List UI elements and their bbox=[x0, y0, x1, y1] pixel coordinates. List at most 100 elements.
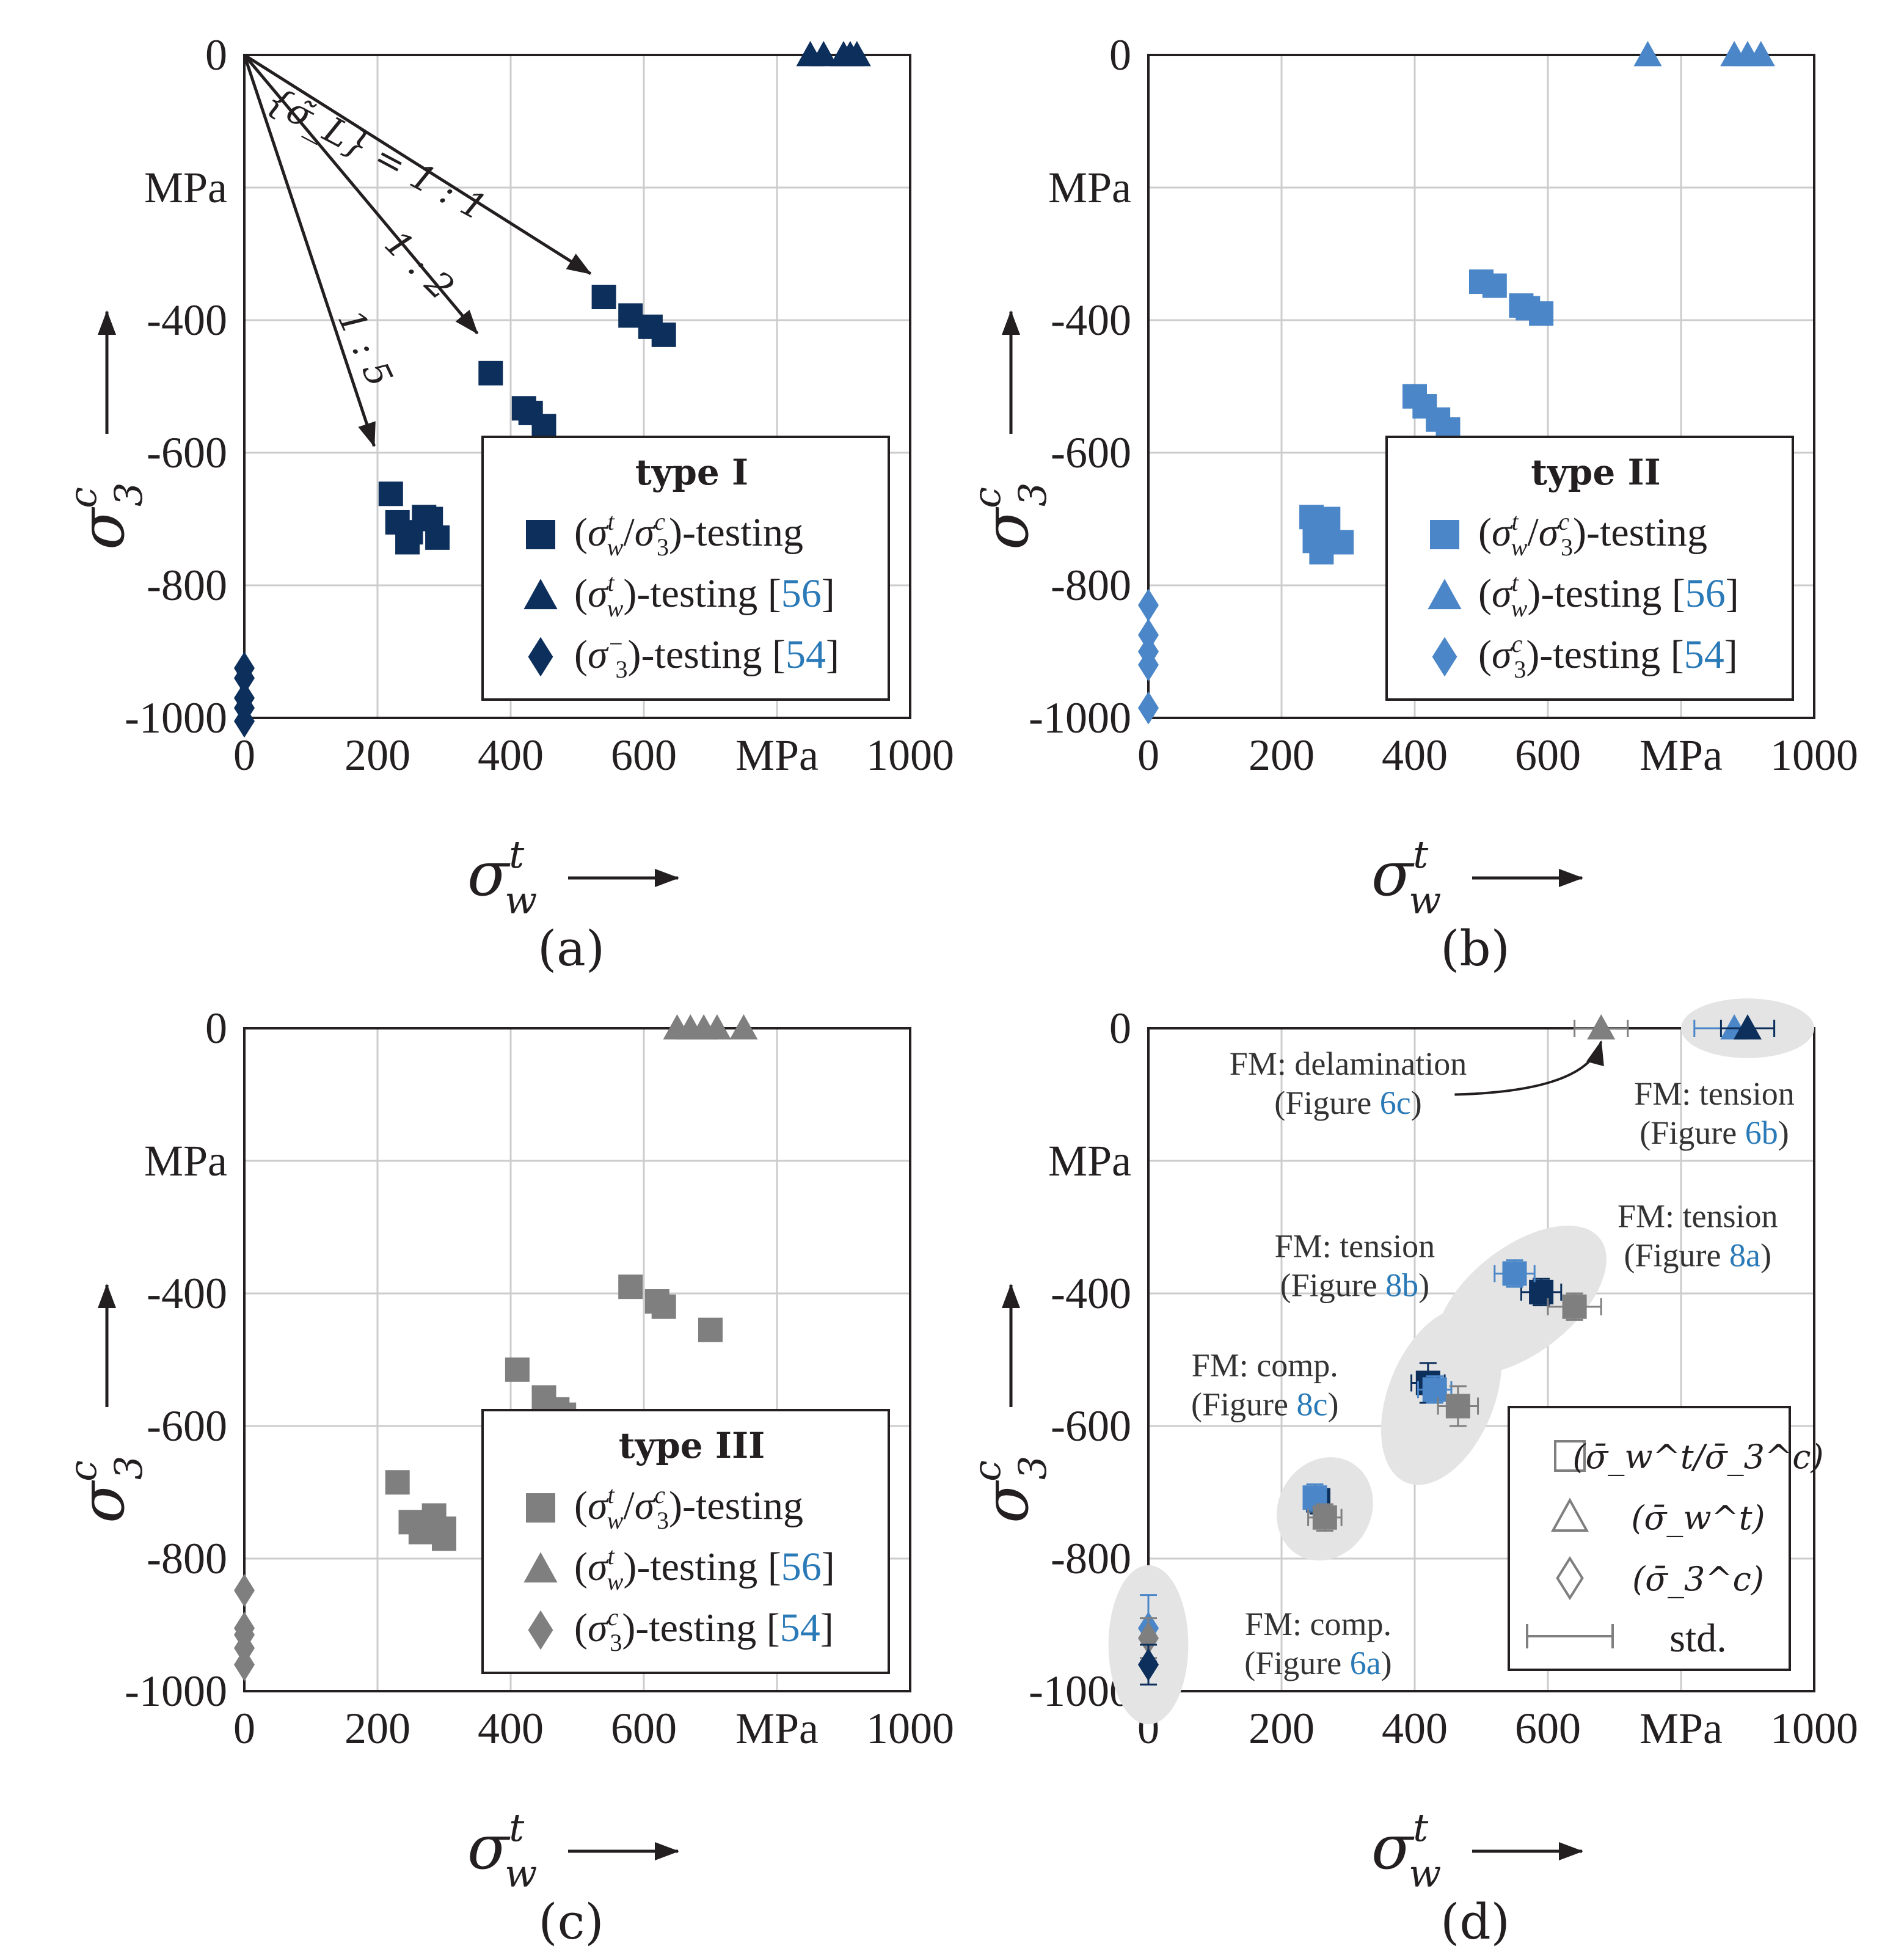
plot-frame bbox=[1147, 1027, 1815, 1692]
legend-square-marker bbox=[526, 1493, 555, 1523]
data-point-square bbox=[395, 530, 420, 555]
legend-diamond-marker bbox=[1432, 637, 1457, 677]
legend-entry: (σ̄_w^t) bbox=[1631, 1499, 1765, 1537]
panel-a: 0 200 400 600 1000 MPa 0 -400 -600 -800 -1000 MPa σt… bbox=[60, 31, 954, 977]
panel-label: (b) bbox=[1440, 920, 1510, 977]
mean-square bbox=[1502, 1261, 1527, 1286]
x-tick-label: 600 bbox=[611, 731, 677, 780]
x-tick-label: 1000 bbox=[866, 1704, 954, 1753]
legend-entry: std. bbox=[1669, 1616, 1727, 1661]
data-point-square bbox=[1329, 530, 1354, 555]
x-unit-label: MPa bbox=[1640, 1704, 1723, 1753]
mean-diamond bbox=[1138, 1648, 1159, 1681]
mean-square bbox=[1422, 1377, 1447, 1402]
x-tick-label: 400 bbox=[1382, 731, 1448, 780]
y-unit-label: MPa bbox=[1048, 1136, 1131, 1185]
x-tick-label: 1000 bbox=[1770, 731, 1858, 780]
data-point-square bbox=[425, 525, 450, 550]
y-tick-label: -800 bbox=[147, 1534, 227, 1583]
legend-label-dia: (σc 3)-testing [54] bbox=[574, 1603, 834, 1656]
x-tick-label: 600 bbox=[1515, 1704, 1581, 1753]
x-tick-label: 600 bbox=[1515, 731, 1581, 780]
ratio-label: 1 : 2 bbox=[377, 222, 462, 308]
data-point-diamond bbox=[1138, 588, 1159, 622]
annotation-ref: (Figure 6a) bbox=[1244, 1645, 1391, 1681]
ratio-arrow bbox=[243, 54, 376, 448]
data-point-triangle bbox=[729, 1014, 758, 1040]
y-tick-label: -800 bbox=[1051, 561, 1131, 610]
legend-square-marker bbox=[526, 520, 555, 549]
x-tick-label: 0 bbox=[1137, 731, 1159, 780]
plot-frame bbox=[243, 54, 911, 719]
y-axis-symbol: σc3 bbox=[965, 483, 1055, 550]
legend-label-sq: (σt w/σc 3)-testing bbox=[1478, 508, 1707, 561]
y-axis-symbol: σc3 bbox=[965, 1456, 1055, 1523]
y-tick-label: 0 bbox=[205, 31, 227, 79]
annotation-title: FM: delamination bbox=[1230, 1045, 1467, 1082]
x-tick-label: 1000 bbox=[1770, 1704, 1858, 1753]
x-tick-label: 400 bbox=[1382, 1704, 1448, 1753]
legend-label-sq: (σt w/σc 3)-testing bbox=[574, 1481, 803, 1534]
legend-label-tri: (σt w)-testing [56] bbox=[574, 1542, 835, 1595]
data-point-square bbox=[378, 481, 403, 506]
data-point-triangle bbox=[842, 41, 871, 67]
data-point-square bbox=[618, 1274, 643, 1300]
x-tick-label: 200 bbox=[1249, 1704, 1315, 1753]
x-tick-label: 200 bbox=[345, 731, 410, 780]
x-tick-label: 1000 bbox=[866, 731, 954, 780]
legend-triangle-marker bbox=[1551, 1497, 1589, 1532]
data-point-square bbox=[505, 1357, 530, 1382]
data-point-diamond bbox=[1138, 691, 1159, 725]
y-tick-label: -600 bbox=[147, 428, 227, 477]
annotation-title: FM: comp. bbox=[1192, 1347, 1338, 1384]
panel-label: (c) bbox=[538, 1893, 604, 1950]
y-tick-label: -400 bbox=[147, 1269, 227, 1318]
panel-label: (d) bbox=[1440, 1893, 1510, 1950]
y-tick-label: 0 bbox=[1109, 1004, 1131, 1053]
mean-diamond bbox=[1138, 1622, 1159, 1655]
annotation-ref: (Figure 6b) bbox=[1640, 1114, 1789, 1151]
y-unit-label: MPa bbox=[144, 1136, 227, 1185]
legend-label-sq: (σt w/σc 3)-testing bbox=[574, 508, 803, 561]
y-axis-symbol: σc3 bbox=[60, 1456, 151, 1523]
data-point-triangle bbox=[1633, 41, 1662, 67]
data-point-triangle bbox=[1746, 41, 1775, 67]
data-point-square bbox=[531, 414, 556, 439]
y-tick-label: 0 bbox=[205, 1004, 227, 1053]
data-point-diamond bbox=[1138, 618, 1159, 652]
legend-title: type I bbox=[635, 452, 748, 493]
panel-label: (a) bbox=[538, 920, 605, 977]
y-tick-label: -600 bbox=[1051, 428, 1131, 477]
x-tick-label: 200 bbox=[345, 1704, 410, 1753]
data-point-diamond bbox=[234, 1631, 255, 1665]
y-tick-label: -400 bbox=[147, 296, 227, 345]
legend-diamond-marker bbox=[1556, 1556, 1584, 1601]
data-point-diamond bbox=[234, 704, 255, 738]
annotation-title: FM: tension bbox=[1618, 1198, 1778, 1235]
plot-frame bbox=[1147, 54, 1815, 719]
legend-triangle-marker bbox=[523, 579, 558, 610]
legend-title: type III bbox=[619, 1425, 765, 1466]
legend-diamond-marker bbox=[528, 1610, 553, 1650]
legend-label-tri: (σt w)-testing [56] bbox=[574, 569, 835, 622]
mean-square bbox=[1562, 1294, 1587, 1319]
annotation-ref: (Figure 8a) bbox=[1624, 1237, 1771, 1274]
y-axis-title: σc3 bbox=[60, 310, 151, 550]
legend-title: type II bbox=[1531, 452, 1660, 493]
annotation-ref: (Figure 8b) bbox=[1280, 1267, 1429, 1303]
legend-triangle-marker bbox=[523, 1552, 558, 1583]
y-tick-label: -1000 bbox=[125, 693, 227, 742]
legend-label-dia: (σ− 3)-testing [54] bbox=[574, 630, 839, 683]
y-tick-label: -400 bbox=[1051, 1269, 1131, 1318]
data-point-square bbox=[1316, 506, 1341, 532]
annotation-title: FM: comp. bbox=[1245, 1606, 1391, 1642]
x-tick-label: 0 bbox=[233, 731, 255, 780]
x-tick-label: 400 bbox=[478, 1704, 544, 1753]
data-point-square bbox=[1482, 273, 1507, 298]
y-tick-label: -1000 bbox=[1029, 693, 1131, 742]
x-axis-symbol: σt w bbox=[467, 832, 537, 923]
legend-entry: (σ̄_w^t/σ̄_3^c) bbox=[1572, 1438, 1823, 1476]
legend-diamond-marker bbox=[528, 637, 553, 677]
x-unit-label: MPa bbox=[735, 1704, 819, 1753]
data-point-triangle bbox=[702, 1014, 731, 1040]
